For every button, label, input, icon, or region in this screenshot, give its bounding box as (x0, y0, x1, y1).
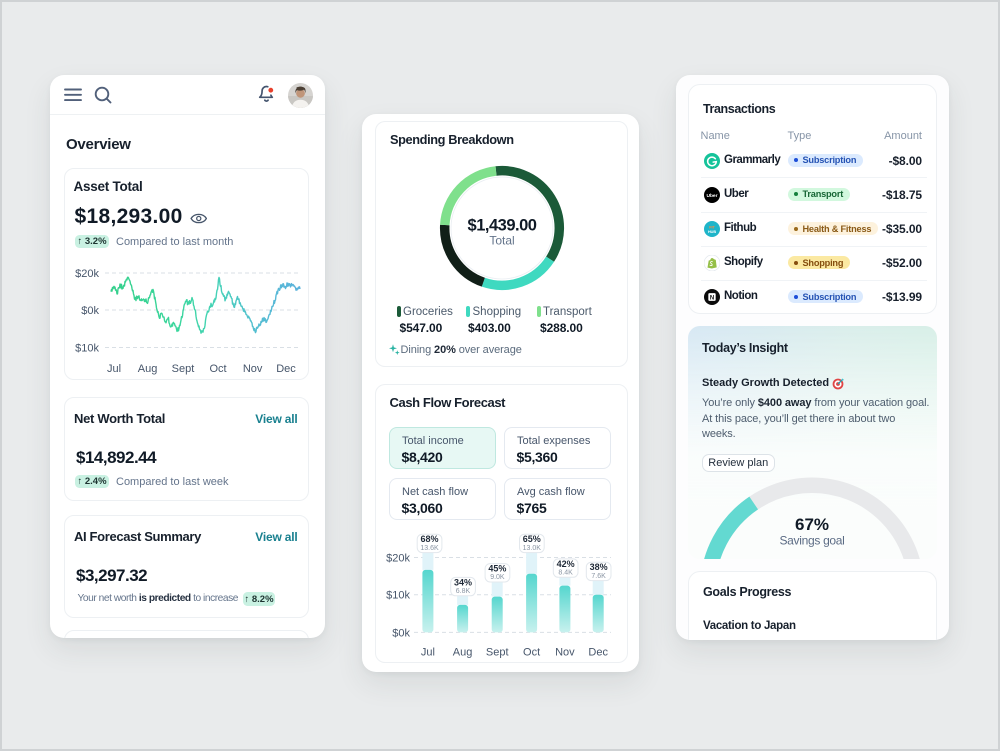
svg-text:Sept: Sept (486, 646, 509, 658)
svg-text:Savings goal: Savings goal (779, 533, 844, 547)
svg-text:67%: 67% (795, 515, 829, 534)
svg-text:9.0K: 9.0K (490, 574, 505, 581)
svg-text:$20k: $20k (386, 552, 410, 564)
svg-text:13.0K: 13.0K (523, 544, 542, 551)
svg-text:$20k: $20k (75, 268, 99, 280)
svg-text:6.8K: 6.8K (456, 588, 471, 595)
svg-text:FIT: FIT (709, 225, 715, 229)
svg-text:Uber: Uber (706, 193, 717, 199)
svg-text:$10k: $10k (386, 589, 410, 601)
svg-text:38%: 38% (590, 562, 608, 572)
svg-text:Aug: Aug (138, 363, 158, 375)
svg-text:Oct: Oct (523, 646, 540, 658)
svg-text:Dec: Dec (276, 363, 296, 375)
svg-text:$0k: $0k (392, 627, 410, 639)
svg-text:Nov: Nov (243, 363, 263, 375)
svg-text:N: N (710, 295, 714, 301)
svg-text:45%: 45% (488, 563, 506, 573)
svg-text:Jul: Jul (107, 363, 121, 375)
svg-text:34%: 34% (454, 577, 472, 587)
svg-text:8.4K: 8.4K (558, 569, 573, 576)
svg-text:Jul: Jul (421, 646, 435, 658)
svg-text:13.6K: 13.6K (420, 544, 439, 551)
svg-text:Aug: Aug (453, 646, 473, 658)
svg-text:42%: 42% (557, 558, 575, 568)
svg-text:Oct: Oct (209, 363, 226, 375)
svg-text:$1,439.00: $1,439.00 (467, 216, 536, 234)
svg-text:$10k: $10k (75, 343, 99, 355)
svg-text:65%: 65% (523, 534, 541, 544)
svg-text:Dec: Dec (588, 646, 608, 658)
svg-text:Total: Total (489, 233, 514, 247)
svg-text:HUB: HUB (708, 229, 716, 233)
svg-text:68%: 68% (420, 534, 438, 544)
svg-text:$0k: $0k (81, 305, 99, 317)
svg-text:Nov: Nov (555, 646, 575, 658)
svg-text:7.6K: 7.6K (591, 572, 606, 579)
svg-text:Sept: Sept (172, 363, 195, 375)
